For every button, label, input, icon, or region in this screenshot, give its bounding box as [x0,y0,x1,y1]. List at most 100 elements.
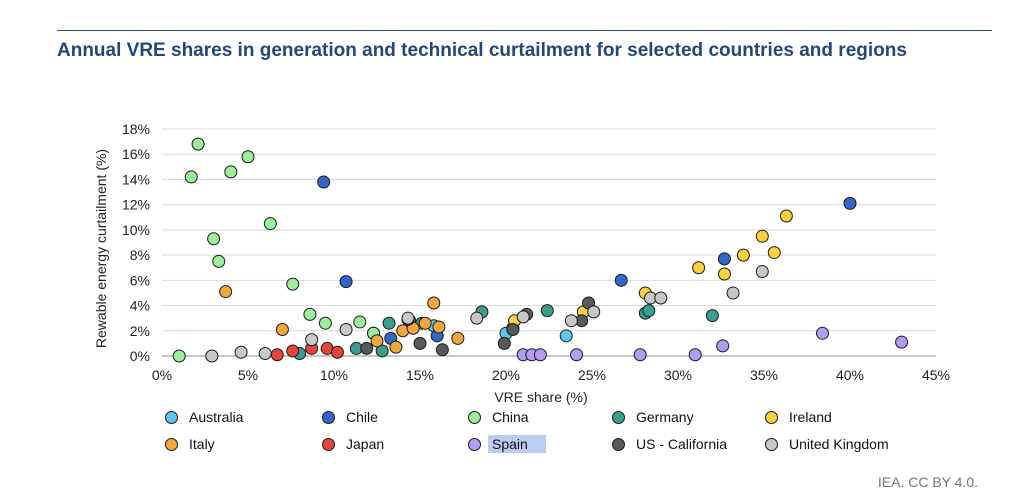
point-japan [286,344,300,358]
point-ireland [717,267,731,281]
title-rule [57,30,992,31]
point-germany [382,316,396,330]
x-tick-label: 40% [836,367,864,383]
point-italy [389,340,403,354]
credit-text: IEA. CC BY 4.0. [877,474,978,490]
legend-swatch [468,410,481,424]
point-united-kingdom [516,310,530,324]
legend-item-ireland[interactable]: Ireland [765,407,832,427]
x-axis-label: VRE share (%) [494,389,587,405]
legend-item-united-kingdom[interactable]: United Kingdom [765,434,889,454]
legend-swatch [765,410,778,424]
legend-item-china[interactable]: China [468,407,529,427]
point-united-kingdom [564,314,578,328]
legend-label: Japan [346,436,385,452]
x-tick-label: 45% [922,367,950,383]
legend-label: China [492,409,529,425]
legend-label: US - California [636,436,728,452]
data-points [172,137,909,363]
y-tick-label: 8% [130,247,150,263]
legend-item-japan[interactable]: Japan [322,434,384,454]
x-tick-label: 30% [664,367,692,383]
point-china [303,307,317,321]
legend-item-spain[interactable]: Spain [468,434,546,454]
y-tick-label: 14% [122,171,150,187]
point-us-california [413,336,427,350]
legend-swatch [612,410,625,424]
point-germany [375,344,389,358]
x-tick-label: 20% [492,367,520,383]
point-spain [716,339,730,353]
legend-label: Spain [488,435,546,453]
point-ireland [779,209,793,223]
legend-swatch [165,437,178,451]
legend-item-australia[interactable]: Australia [165,407,243,427]
point-united-kingdom [234,345,248,359]
legend-label: United Kingdom [789,436,889,452]
point-us-california [360,341,374,355]
point-china [191,137,205,151]
point-chile [317,175,331,189]
x-tick-label: 5% [238,367,258,383]
x-tick-label: 15% [406,367,434,383]
x-tick-labels: 0% 5% 10% 15% 20% 25% 30% 35% 40% 45% [152,367,950,383]
point-ireland [755,229,769,243]
point-japan [330,345,344,359]
legend-swatch [612,437,625,451]
point-italy [427,296,441,310]
legend-swatch [322,437,335,451]
point-ireland [692,261,706,275]
point-chile [717,252,731,266]
point-china [172,349,186,363]
point-united-kingdom [470,311,484,325]
legend-swatch [468,437,481,451]
legend-swatch [765,437,778,451]
point-united-kingdom [755,265,769,279]
point-ireland [736,248,750,262]
legend-item-us-california[interactable]: US - California [612,434,727,454]
y-tick-label: 4% [130,298,150,314]
y-tick-label: 6% [130,272,150,288]
point-germany [642,304,656,318]
gridlines [162,128,936,332]
point-united-kingdom [205,349,219,363]
point-italy [219,285,233,299]
legend-label: Australia [189,409,244,425]
point-china [263,217,277,231]
point-us-california [497,336,511,350]
point-italy [370,334,384,348]
point-china [184,170,198,184]
y-axis-label: Rewable energy curtailment (%) [93,149,109,348]
point-chile [843,196,857,210]
point-china [241,150,255,164]
legend-item-germany[interactable]: Germany [612,407,694,427]
x-tick-label: 35% [750,367,778,383]
point-united-kingdom [654,291,668,305]
y-tick-label: 18% [122,121,150,137]
point-united-kingdom [401,311,415,325]
legend-label: Ireland [789,409,832,425]
legend-item-italy[interactable]: Italy [165,434,215,454]
point-japan [270,348,284,362]
y-tick-label: 16% [122,146,150,162]
legend-item-chile[interactable]: Chile [322,407,378,427]
point-china [212,254,226,268]
chart-title: Annual VRE shares in generation and tech… [57,40,907,61]
point-china [224,165,238,179]
point-italy [275,323,289,337]
point-germany [705,309,719,323]
legend-swatch [165,410,178,424]
point-italy [418,316,432,330]
point-united-kingdom [726,286,740,300]
point-china [353,315,367,329]
point-united-kingdom [587,305,601,319]
point-spain [815,326,829,340]
point-chile [614,273,628,287]
legend-label: Germany [636,409,694,425]
point-us-california [506,323,520,337]
point-spain [633,348,647,362]
legend-label: Chile [346,409,378,425]
legend-swatch [322,410,335,424]
